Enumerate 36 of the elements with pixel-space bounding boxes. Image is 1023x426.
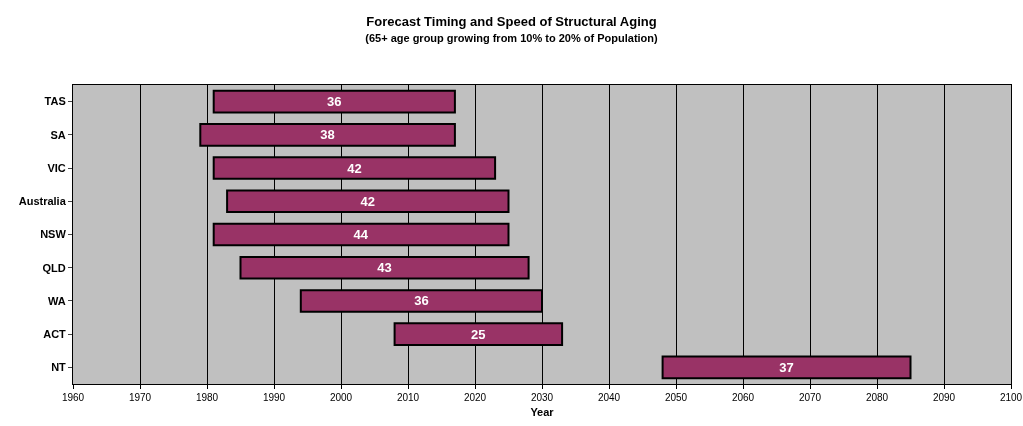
data-label: 42 — [347, 160, 362, 176]
y-tick-label: ACT — [43, 328, 67, 341]
y-tick-label: QLD — [42, 261, 66, 274]
y-tick-label: Australia — [18, 195, 67, 208]
data-label: 44 — [353, 227, 369, 242]
data-label: 43 — [377, 260, 392, 276]
y-tick-label: NSW — [40, 228, 67, 241]
x-tick-label: 2070 — [798, 392, 822, 403]
x-tick-label: 2090 — [932, 392, 956, 403]
y-tick-label: TAS — [44, 95, 66, 108]
x-tick-label: 2050 — [664, 392, 688, 403]
y-tick-label: SA — [50, 128, 66, 141]
data-label: 25 — [471, 326, 486, 342]
data-label: 37 — [779, 359, 794, 375]
y-tick-label: VIC — [47, 161, 66, 174]
data-label: 38 — [320, 127, 335, 143]
x-tick-label: 1960 — [61, 392, 85, 403]
x-tick-label: 2030 — [530, 392, 554, 403]
x-tick-label: 2080 — [865, 392, 889, 403]
y-tick-label: NT — [51, 361, 67, 374]
data-label: 36 — [327, 94, 342, 110]
x-tick-label: 2040 — [597, 392, 621, 403]
x-tick-label: 1970 — [128, 392, 152, 403]
x-tick-label: 2000 — [329, 392, 353, 403]
data-label: 36 — [414, 293, 429, 309]
data-label: 42 — [360, 193, 376, 209]
x-tick-label: 2020 — [463, 392, 487, 403]
x-tick-label: 2060 — [731, 392, 755, 403]
chart-subtitle: (65+ age group growing from 10% to 20% of Population) — [365, 32, 659, 45]
x-tick-label: 2100 — [999, 392, 1023, 403]
x-axis-title: Year — [530, 406, 555, 419]
y-tick-label: WA — [48, 294, 66, 307]
x-tick-label: 1990 — [262, 392, 286, 403]
chart-title: Forecast Timing and Speed of Structural Aging — [366, 13, 657, 29]
x-tick-label: 2010 — [396, 392, 420, 403]
x-tick-label: 1980 — [195, 392, 219, 403]
